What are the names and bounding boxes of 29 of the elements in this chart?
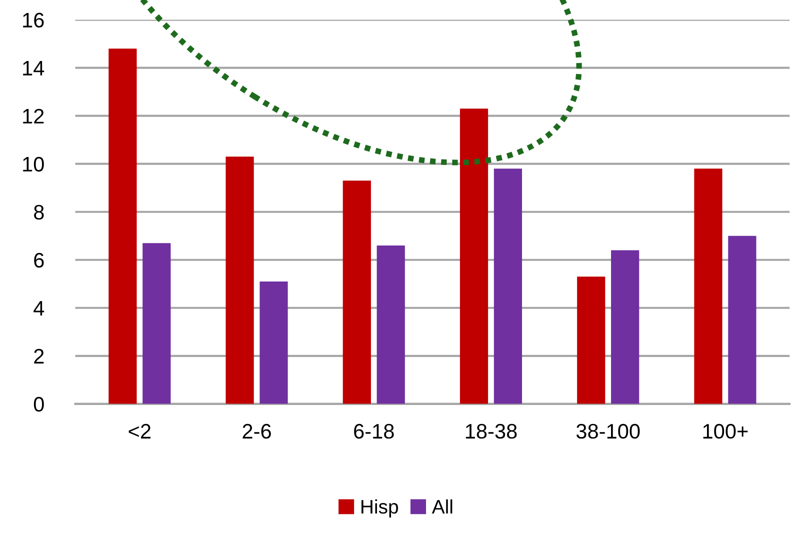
y-tick-label: 12 [23,108,44,124]
legend-label: Hisp [362,499,398,518]
bar [611,250,640,404]
bar [494,168,522,404]
y-tick-label: 16 [23,12,44,28]
x-tick-label: 6-18 [354,424,394,439]
y-tick-label: 6 [34,252,44,268]
bar [460,108,488,404]
bar [376,245,405,404]
y-tick-label: 8 [34,204,44,220]
bar [260,281,288,404]
x-tick-label: 38-100 [576,424,640,439]
y-tick-label: 2 [34,348,44,364]
bar [142,243,171,404]
bar [694,168,722,404]
legend-label: All [432,499,452,514]
bar [342,180,371,404]
y-tick-label: 10 [23,156,44,172]
bar [728,236,756,404]
y-tick-label: 0 [34,396,44,412]
x-tick-label: 18-38 [466,424,517,439]
x-tick-label: <2 [128,424,150,438]
bar [577,276,606,404]
x-tick-label: 2-6 [242,424,271,439]
bar [226,156,254,404]
y-tick-label: 14 [23,61,44,76]
bar [108,48,137,404]
x-tick-label: 100+ [703,424,748,439]
y-tick-label: 4 [34,301,44,316]
